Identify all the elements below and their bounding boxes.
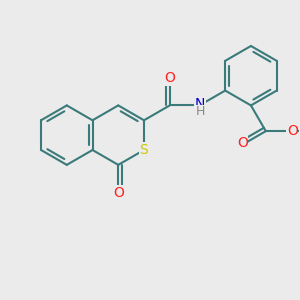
Text: S: S [140, 143, 148, 157]
Text: O: O [287, 124, 298, 138]
Text: O: O [237, 136, 248, 150]
Text: N: N [195, 97, 205, 111]
Text: H: H [195, 106, 205, 118]
Text: O: O [113, 185, 124, 200]
Text: O: O [164, 71, 175, 85]
